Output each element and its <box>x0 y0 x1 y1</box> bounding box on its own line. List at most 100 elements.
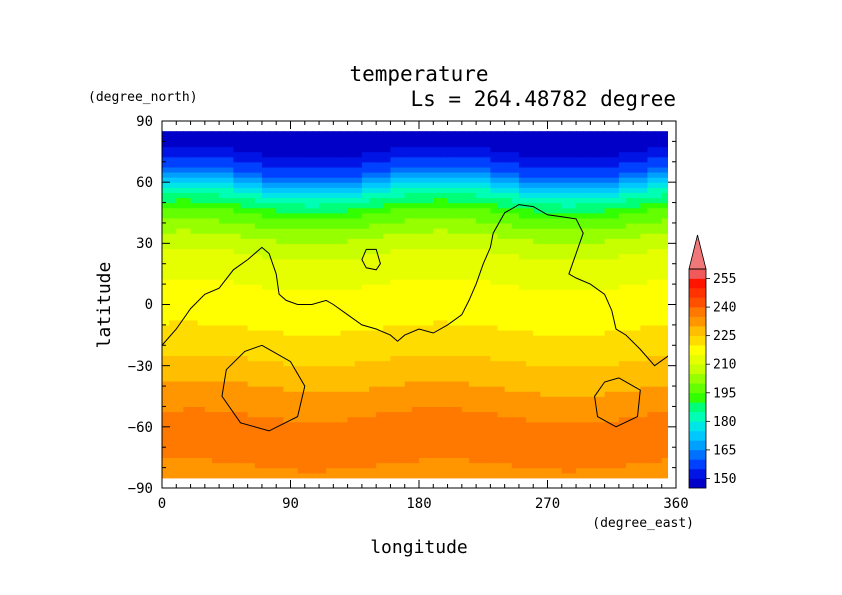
heatmap-cell <box>504 355 513 362</box>
heatmap-cell <box>618 340 627 346</box>
heatmap-cell <box>247 324 256 331</box>
heatmap-cell <box>319 406 327 413</box>
heatmap-cell <box>576 472 584 479</box>
heatmap-cell <box>533 396 541 402</box>
heatmap-cell <box>604 314 613 321</box>
heatmap-cell <box>376 238 384 244</box>
heatmap-cell <box>504 187 513 193</box>
heatmap-cell <box>490 253 499 260</box>
heatmap-cell <box>626 202 634 209</box>
heatmap-cell <box>611 202 620 209</box>
heatmap-cell <box>633 222 641 229</box>
heatmap-cell <box>197 437 206 443</box>
heatmap-cell <box>604 426 613 433</box>
heatmap-cell <box>233 273 242 280</box>
heatmap-cell <box>233 141 242 148</box>
heatmap-cell <box>661 233 668 239</box>
heatmap-cell <box>654 243 663 250</box>
heatmap-cell <box>533 263 541 270</box>
heatmap-cell <box>361 279 370 285</box>
heatmap-cell <box>411 365 420 372</box>
heatmap-cell <box>219 212 227 219</box>
heatmap-cell <box>654 370 663 377</box>
heatmap-cell <box>447 309 456 316</box>
heatmap-cell <box>304 217 313 224</box>
heatmap-cell <box>319 314 327 321</box>
heatmap-cell <box>547 228 556 234</box>
heatmap-cell <box>476 238 484 244</box>
heatmap-cell <box>254 146 263 153</box>
heatmap-cell <box>568 355 577 362</box>
heatmap-cell <box>461 248 470 255</box>
heatmap-cell <box>583 151 591 158</box>
heatmap-cell <box>669 192 677 198</box>
heatmap-cell <box>190 309 199 316</box>
heatmap-cell <box>269 279 277 285</box>
heatmap-cell <box>476 391 484 397</box>
heatmap-cell <box>483 401 491 408</box>
heatmap-cell <box>297 248 306 255</box>
heatmap-cell <box>276 329 284 336</box>
heatmap-cell <box>461 442 470 448</box>
heatmap-cell <box>411 457 420 464</box>
heatmap-cell <box>547 467 556 474</box>
heatmap-cell <box>461 350 470 357</box>
heatmap-cell <box>426 166 434 173</box>
heatmap-cell <box>554 467 563 474</box>
heatmap-cell <box>169 289 177 295</box>
heatmap-cell <box>590 233 599 239</box>
heatmap-cell <box>276 426 284 433</box>
heatmap-cell <box>454 171 463 178</box>
heatmap-cell <box>183 437 192 443</box>
heatmap-cell <box>611 273 620 280</box>
heatmap-cell <box>504 268 513 275</box>
heatmap-cell <box>583 437 591 443</box>
heatmap-cell <box>319 462 327 469</box>
heatmap-cell <box>426 401 434 408</box>
heatmap-cell <box>290 136 299 142</box>
heatmap-cell <box>626 375 634 382</box>
heatmap-cell <box>540 238 549 244</box>
heatmap-cell <box>468 406 477 413</box>
heatmap-cell <box>290 202 299 209</box>
heatmap-cell <box>361 380 370 387</box>
heatmap-cell <box>518 263 527 270</box>
heatmap-cell <box>390 299 399 306</box>
heatmap-cell <box>468 243 477 250</box>
heatmap-cell <box>554 319 563 326</box>
heatmap-cell <box>176 187 185 193</box>
heatmap-cell <box>647 217 656 224</box>
heatmap-cell <box>347 345 356 351</box>
heatmap-cell <box>361 314 370 321</box>
heatmap-cell <box>290 335 299 341</box>
heatmap-cell <box>426 197 434 204</box>
heatmap-cell <box>333 396 342 402</box>
heatmap-cell <box>540 263 549 270</box>
heatmap-cell <box>197 314 206 321</box>
heatmap-cell <box>661 421 668 428</box>
heatmap-cell <box>176 472 185 479</box>
heatmap-cell <box>254 421 263 428</box>
heatmap-cell <box>669 223 677 229</box>
heatmap-cell <box>511 248 520 255</box>
heatmap-cell <box>633 447 641 453</box>
heatmap-cell <box>561 207 570 214</box>
heatmap-cell <box>518 437 527 443</box>
heatmap-cell <box>176 217 185 224</box>
heatmap-cell <box>304 258 313 265</box>
heatmap-cell <box>247 406 256 413</box>
heatmap-cell <box>533 437 541 443</box>
heatmap-cell <box>461 156 470 163</box>
heatmap-cell <box>404 289 413 295</box>
heatmap-cell <box>511 279 520 285</box>
heatmap-cell <box>447 391 456 397</box>
heatmap-cell <box>540 375 549 382</box>
heatmap-cell <box>461 182 470 188</box>
heatmap-cell <box>176 421 185 428</box>
heatmap-cell <box>654 365 663 372</box>
heatmap-cell <box>618 437 627 443</box>
heatmap-cell <box>162 166 170 173</box>
heatmap-cell <box>540 212 549 219</box>
heatmap-cell <box>654 171 663 178</box>
heatmap-cell <box>604 442 613 448</box>
